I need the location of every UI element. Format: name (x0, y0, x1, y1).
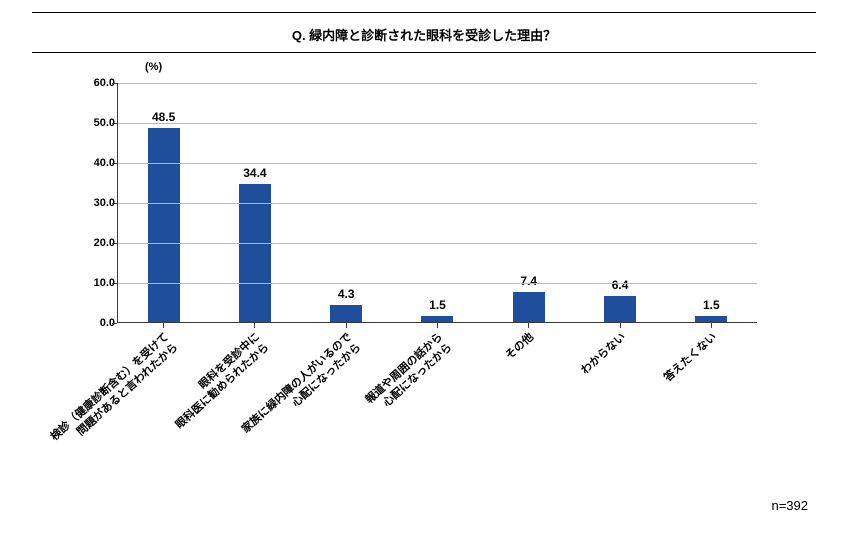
y-tick-label: 50.0 (81, 117, 115, 129)
x-tick-label: その他 (504, 331, 538, 363)
page-title: Q. 緑内障と診断された眼科を受診した理由？ (32, 19, 816, 52)
x-tick-label: わからない (579, 331, 629, 378)
bar: 48.5 (148, 128, 180, 322)
y-tick-label: 10.0 (81, 277, 115, 289)
bar-value-label: 1.5 (429, 298, 446, 312)
y-unit-label: (%) (145, 61, 162, 73)
x-axis: 検診（健康診断含む）を受けて問題があると言われたから眼科を受診中に眼科医に勧めら… (117, 323, 757, 493)
sample-size: n=392 (771, 498, 808, 513)
bar: 1.5 (695, 316, 727, 322)
bar-value-label: 7.4 (520, 274, 537, 288)
bar: 7.4 (513, 292, 545, 322)
y-tick-label: 60.0 (81, 77, 115, 89)
bar: 34.4 (239, 184, 271, 322)
bar-chart: (%) 0.010.020.030.040.050.060.0 48.534.4… (32, 83, 816, 513)
plot-area: 48.5 34.4 4.3 1.5 7.4 6.4 1.5 (117, 83, 757, 323)
y-tick-label: 0.0 (81, 317, 115, 329)
y-tick-label: 30.0 (81, 197, 115, 209)
y-tick-label: 20.0 (81, 237, 115, 249)
y-axis: 0.010.020.030.040.050.060.0 (81, 83, 115, 323)
bar-value-label: 48.5 (152, 110, 175, 124)
y-tick-label: 40.0 (81, 157, 115, 169)
bar-value-label: 6.4 (612, 278, 629, 292)
bar-value-label: 4.3 (338, 287, 355, 301)
bar: 1.5 (421, 316, 453, 322)
x-tick-label: 検診（健康診断含む）を受けて問題があると言われたから (48, 331, 181, 454)
x-tick-label: 答えたくない (662, 331, 720, 385)
bar: 4.3 (330, 305, 362, 322)
bar: 6.4 (604, 296, 636, 322)
bar-value-label: 1.5 (703, 298, 720, 312)
bar-value-label: 34.4 (243, 166, 266, 180)
